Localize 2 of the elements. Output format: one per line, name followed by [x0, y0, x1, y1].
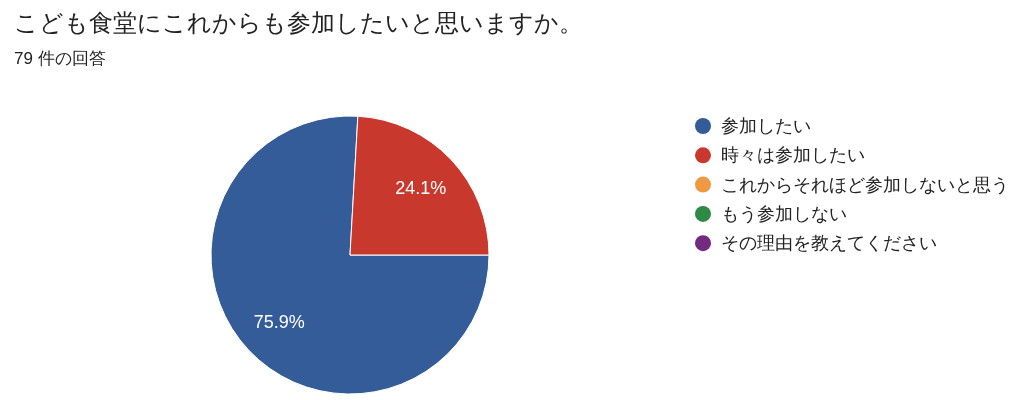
subtitle: 79 件の回答 [14, 48, 106, 68]
title: こども食堂にこれからも参加したいと思いますか。 [14, 8, 583, 36]
